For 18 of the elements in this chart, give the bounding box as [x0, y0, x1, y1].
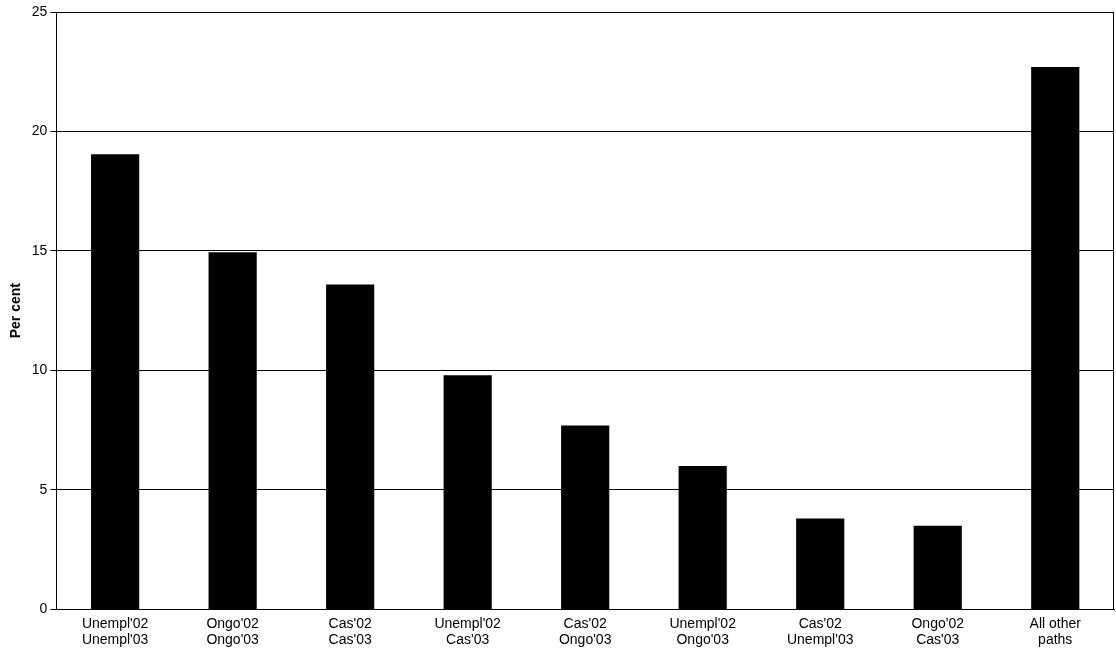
x-tick-label: Unempl'02 Ongo'03	[669, 614, 737, 648]
x-tick-label: Cas'02 Cas'03	[328, 614, 372, 648]
x-tick-label: Unempl'02 Unempl'03	[81, 614, 149, 648]
x-tick-label: Ongo'02 Ongo'03	[206, 614, 260, 648]
y-tick-label: 20	[31, 122, 48, 139]
y-tick-label: 10	[31, 361, 48, 378]
y-tick-label: 15	[31, 241, 48, 258]
x-tick-label: Ongo'02 Cas'03	[911, 614, 965, 648]
y-axis-title: Per cent	[7, 282, 24, 339]
y-tick-label: 5	[39, 480, 48, 497]
x-tick-label: Cas'02 Unempl'03	[786, 614, 854, 648]
bar	[796, 518, 845, 609]
y-tick-label: 0	[39, 600, 48, 617]
x-tick-label: Cas'02 Ongo'03	[558, 614, 612, 648]
x-tick-label: All other paths	[1029, 614, 1082, 648]
bar	[913, 525, 962, 609]
y-tick-label: 25	[31, 2, 48, 19]
x-tick-label: Unempl'02 Cas'03	[434, 614, 502, 648]
